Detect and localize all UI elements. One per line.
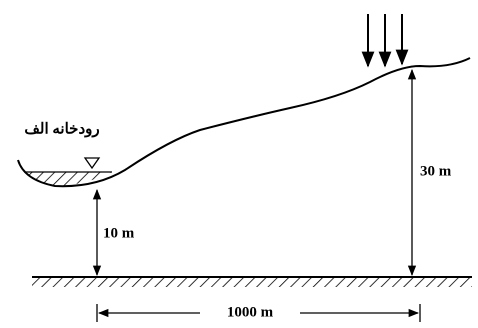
river-water — [24, 172, 112, 186]
river-label: رودخانه الف — [24, 121, 99, 137]
water-level-symbol — [85, 158, 99, 168]
infiltration-arrows — [368, 14, 402, 66]
left-height-label: 10 m — [103, 225, 135, 241]
distance-label: 1000 m — [227, 304, 274, 320]
diagram: رودخانه الف 10 m 30 m 1000 m — [0, 0, 478, 328]
right-height-label: 30 m — [420, 163, 452, 179]
ground — [32, 277, 472, 287]
